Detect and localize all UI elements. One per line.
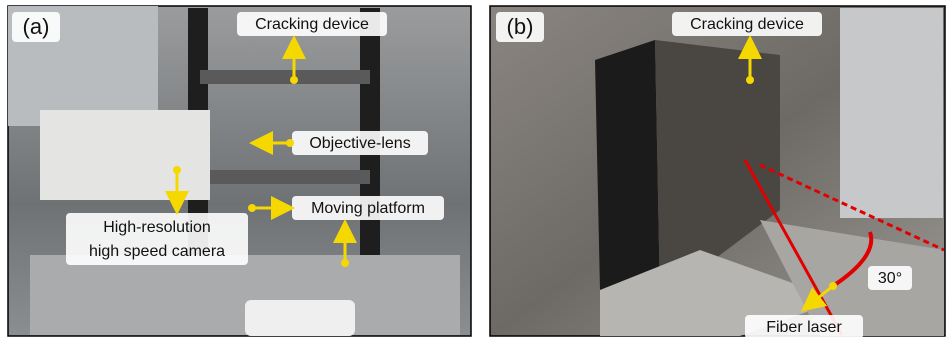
frame-side	[595, 40, 660, 300]
background-cylinders	[840, 8, 943, 218]
panel-a: (a) Cracking device Objective-lens Movin…	[8, 6, 471, 336]
arrow-dot	[290, 76, 298, 84]
panel-tag: (a)	[23, 14, 50, 39]
panel-b: (b) Cracking device 30° Fiber laser	[490, 6, 945, 339]
label: Objective-lens	[309, 135, 410, 152]
frame-plate	[200, 170, 370, 184]
label: High-resolution	[103, 219, 211, 236]
label: Cracking device	[690, 16, 804, 33]
camera	[40, 110, 210, 200]
label: Cracking device	[255, 16, 369, 33]
arrow-dot	[829, 282, 837, 290]
label: Fiber laser	[766, 319, 842, 336]
label: 30°	[878, 270, 902, 287]
panel-tag: (b)	[507, 14, 534, 39]
arrow-dot	[173, 166, 181, 174]
label: Moving platform	[311, 200, 425, 217]
arrow-dot	[746, 76, 754, 84]
arrow-dot	[248, 204, 256, 212]
label: high speed camera	[89, 243, 225, 260]
figure: (a) Cracking device Objective-lens Movin…	[0, 0, 952, 343]
frame-plate	[200, 70, 370, 84]
controller	[245, 300, 355, 336]
arrow-dot	[286, 139, 294, 147]
arrow-dot	[341, 259, 349, 267]
